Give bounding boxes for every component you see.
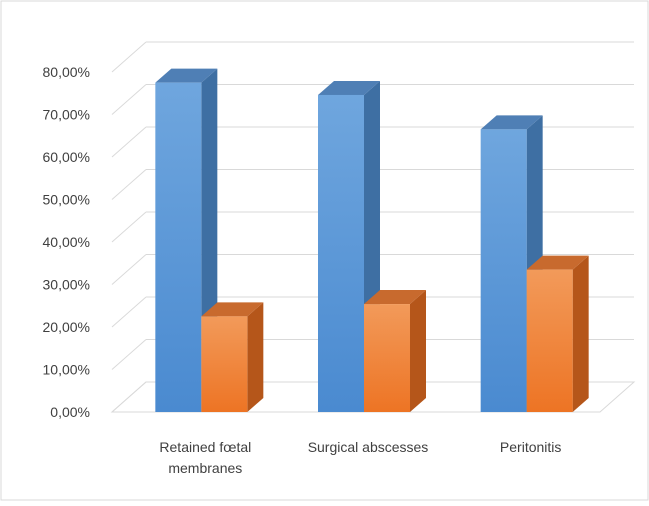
bars bbox=[155, 68, 589, 412]
gridline-depth bbox=[111, 84, 147, 115]
bar-side bbox=[247, 302, 264, 412]
y-tick-label: 60,00% bbox=[43, 149, 90, 165]
bar-front bbox=[318, 94, 364, 412]
bar-front bbox=[364, 304, 410, 412]
bar-side bbox=[572, 255, 589, 412]
y-tick-label: 70,00% bbox=[43, 107, 90, 123]
y-tick-label: 30,00% bbox=[43, 277, 90, 293]
y-tick-label: 0,00% bbox=[50, 404, 90, 420]
x-tick-label: Peritonitis bbox=[500, 439, 561, 455]
y-tick-label: 10,00% bbox=[43, 362, 90, 378]
bar-front bbox=[201, 316, 248, 412]
bar-front bbox=[155, 82, 202, 412]
bar-top bbox=[526, 255, 589, 270]
gridline-depth bbox=[111, 296, 147, 328]
floor bbox=[110, 381, 636, 413]
bar-front bbox=[480, 129, 527, 412]
y-tick-label: 40,00% bbox=[43, 234, 90, 250]
x-axis-labels: Retained fœtal membranes Surgical abscesse… bbox=[159, 439, 561, 476]
y-tick-label: 80,00% bbox=[43, 64, 90, 80]
gridline-depth bbox=[111, 169, 147, 200]
bar-top bbox=[480, 115, 543, 130]
gridline-depth bbox=[111, 254, 147, 285]
bar bbox=[526, 255, 589, 412]
gridline-depth bbox=[111, 211, 147, 243]
bar-top bbox=[201, 302, 264, 317]
x-tick-label: Retained fœtal bbox=[159, 439, 251, 455]
gridline-depth bbox=[111, 41, 147, 73]
y-axis-ticks: 0,00% 10,00% 20,00% 30,00% 40,00% 50,00% 60,00… bbox=[43, 64, 90, 420]
floor-plane bbox=[110, 381, 636, 413]
bar-side bbox=[410, 290, 426, 412]
x-tick-label: Surgical abscesses bbox=[308, 439, 429, 455]
y-tick-label: 20,00% bbox=[43, 319, 90, 335]
bar bbox=[364, 290, 426, 412]
bar bbox=[201, 302, 264, 412]
bar-top bbox=[318, 80, 380, 95]
gridline-depth bbox=[111, 339, 147, 370]
gridline-depth bbox=[111, 126, 147, 158]
bar-top bbox=[364, 290, 426, 305]
bar-front bbox=[526, 269, 573, 412]
y-tick-label: 50,00% bbox=[43, 192, 90, 208]
bar-top bbox=[155, 68, 218, 83]
x-tick-label: membranes bbox=[168, 460, 242, 476]
bar bbox=[480, 115, 543, 412]
